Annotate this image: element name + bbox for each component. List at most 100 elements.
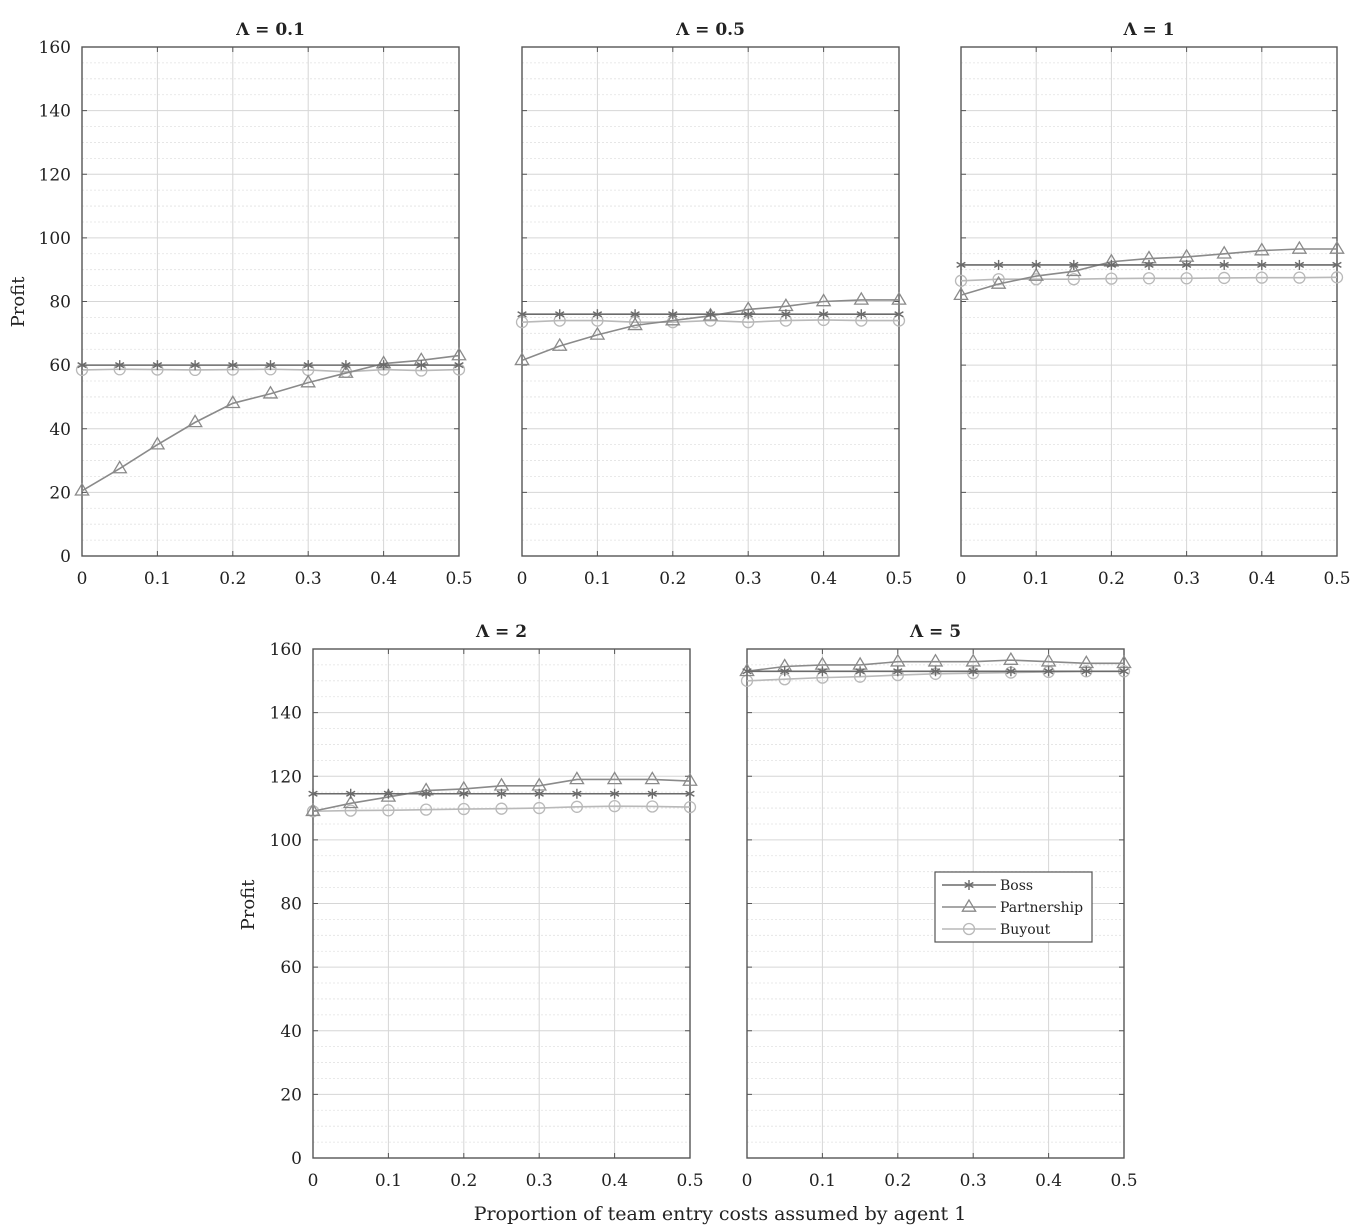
x-tick-label: 0.4 (1248, 569, 1275, 589)
data-point (187, 414, 203, 428)
data-point (1294, 259, 1305, 270)
y-tick-label: 0 (60, 547, 71, 567)
data-point (459, 788, 469, 799)
y-tick-label: 100 (39, 229, 71, 249)
x-tick-label: 0 (308, 1171, 319, 1191)
legend-label: Partnership (1000, 900, 1083, 916)
data-point (551, 337, 568, 351)
y-axis-label-bottom-row: Profit (238, 879, 259, 931)
data-point (496, 788, 507, 799)
panel-4: 0 0.1 0.2 0.3 0.4 0.5 0 20 40 60 80 100 120 140 160 Λ =… (270, 622, 704, 1191)
legend-marker (961, 898, 977, 912)
data-point (1006, 666, 1016, 677)
data-point (338, 364, 354, 378)
data-point (856, 309, 866, 320)
series-line (960, 248, 1337, 296)
data-point (451, 347, 467, 361)
legend-item-partnership: Partnership (942, 898, 1083, 916)
data-point (534, 788, 544, 799)
x-tick-label: 0.3 (1173, 569, 1200, 589)
data-point (1066, 263, 1082, 277)
x-tick-label: 0.2 (1098, 569, 1125, 589)
data-point (1329, 240, 1345, 254)
data-point (781, 309, 791, 320)
legend-items: Boss Partnership Buyout (942, 878, 1083, 938)
data-point (683, 800, 697, 814)
x-tick-label: 0.3 (960, 1171, 987, 1191)
x-tick-label: 0.3 (735, 569, 762, 589)
data-point (685, 788, 695, 799)
data-point (149, 436, 166, 450)
x-tick-label: 0.4 (370, 569, 397, 589)
data-point (956, 259, 966, 270)
x-tick-label: 0.1 (375, 1171, 402, 1191)
series-line (312, 778, 691, 813)
data-point (152, 360, 163, 371)
data-point (421, 788, 431, 799)
data-point (608, 800, 621, 813)
data-point (647, 788, 657, 799)
data-point (77, 360, 87, 371)
data-point (993, 259, 1004, 270)
x-tick-label: 0 (517, 569, 528, 589)
data-point (644, 771, 661, 785)
x-tick-label: 0.5 (885, 569, 912, 589)
y-axis-label-top-row: Profit (8, 276, 29, 328)
x-tick-label: 0.1 (809, 1171, 836, 1191)
x-tick-label: 0.2 (219, 569, 246, 589)
y-tick-label: 0 (291, 1149, 302, 1169)
data-point (1219, 259, 1229, 270)
data-point (592, 309, 603, 320)
data-point (265, 360, 276, 371)
data-point (665, 312, 681, 326)
data-point (308, 788, 318, 799)
x-tick-label: 0 (77, 569, 88, 589)
data-point (1142, 272, 1156, 285)
series-buyout (306, 800, 697, 818)
data-point (570, 800, 584, 813)
legend-item-boss: Boss (942, 878, 1033, 894)
data-point (894, 309, 904, 320)
series-boss (77, 360, 464, 371)
series-boss (742, 666, 1129, 677)
series-line (312, 805, 691, 813)
data-point (853, 291, 870, 305)
data-point (1181, 259, 1192, 270)
series-boss (308, 788, 695, 799)
x-tick-label: 0 (956, 569, 967, 589)
data-point (111, 460, 128, 474)
y-tick-label: 20 (280, 1085, 302, 1105)
data-point (627, 317, 643, 331)
data-point (228, 360, 238, 371)
legend-label: Buyout (1000, 922, 1051, 938)
panel-title: Λ = 0.5 (675, 20, 745, 40)
data-point (454, 360, 464, 371)
x-tick-label: 0.2 (450, 1171, 477, 1191)
data-point (965, 653, 981, 667)
legend-item-buyout: Buyout (942, 922, 1051, 938)
panel-title: Λ = 2 (475, 622, 527, 642)
series-boss (956, 259, 1342, 270)
x-tick-label: 0.2 (884, 1171, 911, 1191)
data-point (306, 805, 320, 818)
x-tick-label: 0.1 (584, 569, 611, 589)
data-point (1293, 271, 1306, 284)
data-point (1144, 259, 1154, 270)
data-point (968, 666, 978, 677)
legend: Boss Partnership Buyout (934, 871, 1093, 943)
data-point (815, 293, 832, 307)
data-point (927, 653, 944, 667)
data-point (74, 482, 90, 496)
series-line (746, 659, 1124, 673)
panel-2: 0 0.1 0.2 0.3 0.4 0.5 Λ = 0.5 (514, 20, 913, 589)
data-point (1330, 271, 1344, 284)
data-point (569, 771, 585, 785)
data-point (419, 803, 433, 816)
legend-marker (964, 880, 974, 890)
data-point (572, 788, 582, 799)
y-tick-label: 120 (270, 767, 302, 787)
series-boss (517, 309, 904, 320)
data-point (225, 395, 241, 409)
data-point (341, 360, 351, 371)
